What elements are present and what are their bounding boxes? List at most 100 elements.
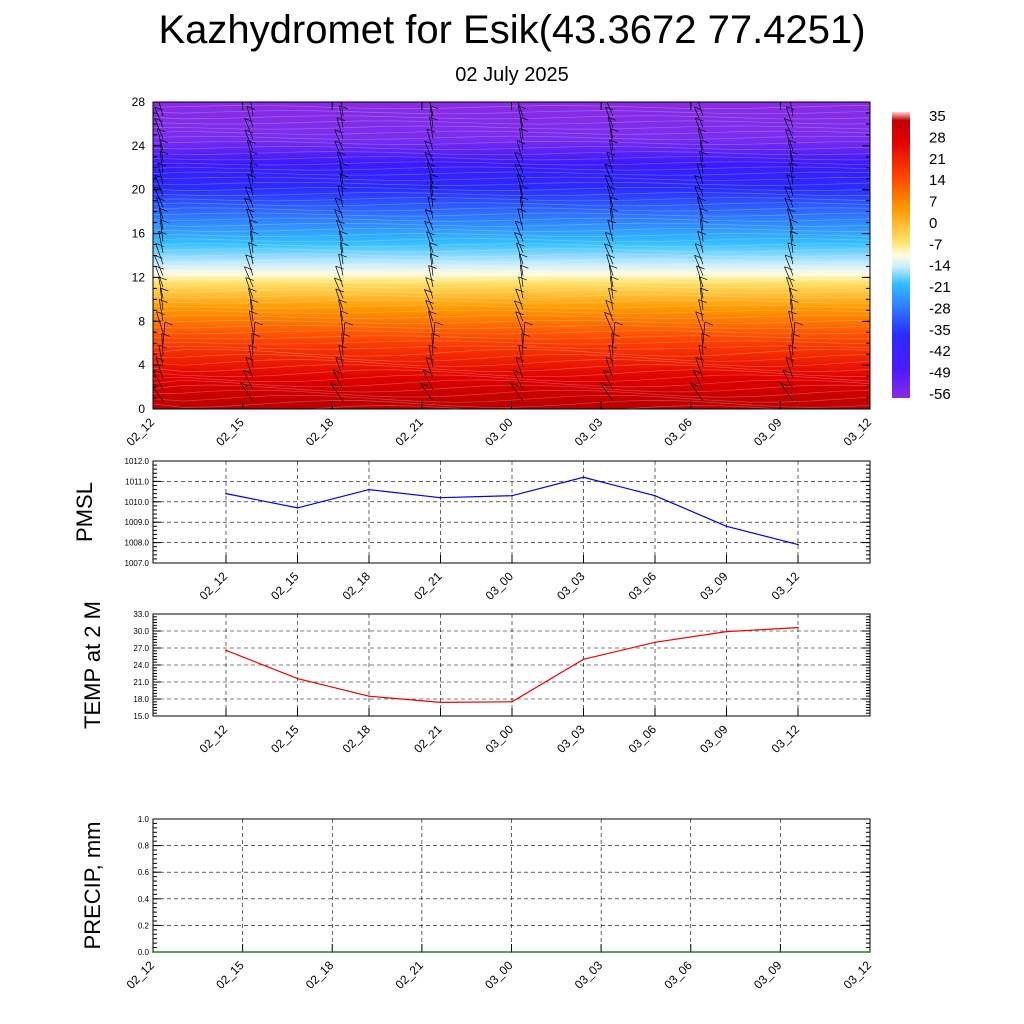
wind-barb (339, 173, 344, 196)
wind-barb-flag (154, 174, 164, 179)
wind-barb-flag (517, 174, 526, 178)
wind-barb (784, 198, 794, 219)
wind-barb (519, 265, 524, 288)
wind-barb (517, 105, 524, 128)
wind-barb (246, 106, 254, 128)
wind-barb-flag (160, 287, 169, 292)
data-point (368, 695, 370, 697)
isotherm-line (153, 309, 870, 314)
wind-barb (337, 185, 344, 208)
isotherm-line (153, 135, 870, 140)
wind-barb (242, 369, 254, 390)
x-tick-label: 03_06 (626, 722, 660, 756)
wind-barb-flag (424, 152, 433, 156)
wind-barb-flag (875, 210, 883, 213)
wind-barb-flag (878, 254, 886, 257)
wind-barb-flag (789, 287, 798, 292)
wind-barb (335, 288, 344, 310)
wind-barb (606, 151, 614, 174)
wind-barb-flag (697, 197, 706, 201)
wind-barb (335, 357, 344, 379)
wind-barb-flag (155, 243, 164, 247)
wind-barb-flag (880, 231, 888, 234)
wind-barb (607, 117, 614, 139)
wind-barb-flag (153, 383, 159, 387)
wind-barb (336, 117, 344, 139)
wind-barb-flag (516, 140, 526, 144)
temp-panel: 15.0 18.0 21.0 24.0 27.0 30.0 33.0 02_12 02_15 02… (80, 601, 871, 756)
wind-barb (155, 243, 164, 265)
x-tick-label: 02_12 (124, 415, 158, 449)
wind-barb (875, 198, 883, 218)
isotherm-line (153, 335, 870, 340)
x-tick-label: 03_12 (769, 569, 803, 603)
wind-barb (784, 254, 794, 276)
wind-barb-flag (249, 150, 258, 155)
isotherm-line (153, 197, 870, 202)
wind-barb (245, 254, 254, 276)
colorbar-label: 35 (929, 108, 946, 125)
wind-barb (879, 106, 883, 128)
isotherm-line (153, 151, 870, 156)
colorbar-label: -49 (929, 365, 951, 382)
wind-barb-flag (340, 310, 349, 315)
wind-barb (429, 173, 434, 196)
x-tick-label: 03_09 (751, 415, 785, 449)
wind-barb (880, 311, 883, 333)
wind-barb (877, 289, 884, 310)
wind-barb (159, 287, 164, 310)
data-point (725, 630, 728, 633)
wind-barb-flag (154, 118, 163, 122)
x-tick-label: 03_09 (697, 569, 731, 603)
wind-barb (425, 300, 434, 322)
wind-barb (338, 345, 344, 367)
wind-barb-flag (609, 264, 618, 269)
isotherm-line (153, 394, 870, 403)
wind-barb-flag (699, 150, 708, 155)
wind-barb-flag (164, 321, 174, 326)
wind-barb-flag (244, 186, 254, 191)
wind-barb-flag (606, 151, 616, 156)
wind-barb (608, 345, 614, 367)
wind-barb-flag (606, 254, 615, 258)
data-point (654, 641, 656, 644)
wind-barb-flag (245, 254, 254, 259)
isotherm-line (153, 248, 870, 253)
wind-barb (519, 116, 524, 139)
wind-barb-flag (427, 162, 436, 167)
wind-barb-flag (877, 186, 885, 189)
isotherm-line (153, 207, 870, 212)
wind-barb-flag (426, 231, 435, 236)
wind-barb (696, 265, 704, 288)
x-tick-label: 02_12 (197, 569, 231, 603)
y-tick-label: 21.0 (133, 678, 149, 687)
y-axis-title: PMSL (72, 482, 97, 542)
wind-barb (697, 128, 704, 151)
wind-barb-flag (251, 333, 260, 337)
wind-barb-flag (785, 357, 794, 361)
wind-barb-flag (790, 150, 799, 155)
wind-barb (422, 369, 434, 390)
wind-barb (518, 276, 524, 299)
isotherm-line (153, 187, 870, 191)
wind-barb (694, 255, 704, 276)
wind-barb (701, 333, 704, 356)
wind-barb (515, 311, 524, 333)
isotherm-line (153, 258, 870, 263)
colorbar-label: 0 (929, 215, 937, 232)
wind-barb-flag (699, 207, 708, 212)
wind-barb (158, 208, 164, 231)
wind-barb (789, 219, 794, 242)
wind-barb (154, 255, 164, 276)
wind-barb (424, 220, 434, 242)
wind-barb (876, 118, 883, 139)
wind-barb-flag (605, 300, 614, 304)
wind-barb (244, 266, 254, 288)
wind-barb-flag (784, 266, 793, 271)
wind-barb (159, 139, 164, 162)
wind-barb-flag (429, 116, 438, 121)
wind-barb (340, 102, 344, 117)
y-tick-label: 20 (132, 183, 146, 197)
wind-barb (334, 209, 344, 231)
wind-barb (877, 186, 883, 207)
